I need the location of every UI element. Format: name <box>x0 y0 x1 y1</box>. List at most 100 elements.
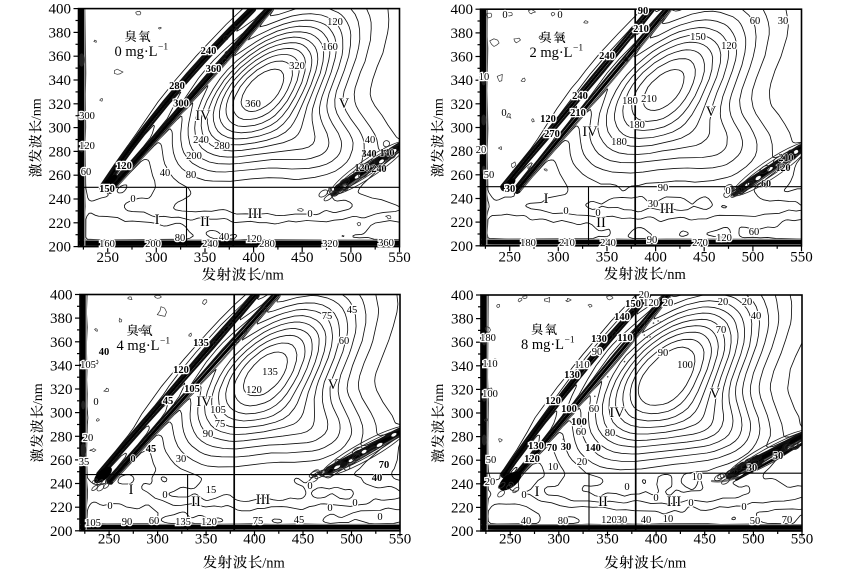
svg-text:V: V <box>706 104 717 120</box>
svg-text:240: 240 <box>193 135 209 146</box>
svg-text:120: 120 <box>246 234 262 245</box>
svg-text:180: 180 <box>622 96 638 107</box>
svg-text:240: 240 <box>451 192 474 208</box>
svg-text:75: 75 <box>215 419 226 430</box>
svg-text:400: 400 <box>243 531 266 547</box>
svg-text:160: 160 <box>99 239 115 250</box>
svg-text:210: 210 <box>641 94 657 105</box>
svg-text:/nm: /nm <box>432 98 447 120</box>
svg-text:−1: −1 <box>565 336 575 346</box>
svg-text:2 mg·L: 2 mg·L <box>529 45 572 61</box>
svg-text:250: 250 <box>499 532 522 548</box>
svg-text:20: 20 <box>742 297 753 308</box>
svg-text:240: 240 <box>201 46 217 57</box>
svg-text:60: 60 <box>576 427 587 438</box>
svg-text:360: 360 <box>451 50 474 66</box>
svg-text:340: 340 <box>49 73 72 89</box>
svg-text:−1: −1 <box>158 43 168 53</box>
svg-text:100: 100 <box>561 404 577 415</box>
svg-text:300: 300 <box>451 406 474 422</box>
svg-text:340: 340 <box>362 149 377 160</box>
svg-text:0: 0 <box>725 186 730 197</box>
svg-text:450: 450 <box>693 532 716 548</box>
svg-text:I: I <box>544 191 549 207</box>
svg-text:20: 20 <box>476 145 487 156</box>
svg-text:30: 30 <box>778 16 789 27</box>
svg-text:200: 200 <box>49 240 72 256</box>
svg-text:500: 500 <box>742 532 765 548</box>
svg-text:50: 50 <box>486 455 497 466</box>
svg-text:120: 120 <box>643 298 659 309</box>
svg-text:30: 30 <box>648 199 659 210</box>
svg-text:300: 300 <box>50 406 73 422</box>
svg-text:20: 20 <box>663 298 674 309</box>
svg-text:220: 220 <box>49 216 72 232</box>
svg-text:200: 200 <box>186 151 202 162</box>
svg-text:220: 220 <box>50 500 73 516</box>
svg-text:III: III <box>667 494 682 510</box>
svg-text:135: 135 <box>193 338 209 349</box>
svg-text:90: 90 <box>638 6 649 17</box>
svg-text:60: 60 <box>149 516 160 527</box>
svg-text:III: III <box>248 206 263 222</box>
svg-text:120: 120 <box>173 365 189 376</box>
svg-text:300: 300 <box>79 111 95 122</box>
svg-text:120: 120 <box>355 163 370 174</box>
svg-text:10: 10 <box>479 72 490 83</box>
svg-text:400: 400 <box>49 2 72 18</box>
svg-text:80: 80 <box>186 170 197 181</box>
svg-text:IV: IV <box>609 405 625 421</box>
svg-text:50: 50 <box>750 516 761 527</box>
svg-text:180: 180 <box>520 238 536 249</box>
svg-text:280: 280 <box>169 81 185 92</box>
svg-text:135: 135 <box>262 367 278 378</box>
svg-text:360: 360 <box>245 99 261 110</box>
svg-text:400: 400 <box>451 2 474 18</box>
svg-text:260: 260 <box>451 168 474 184</box>
svg-text:400: 400 <box>451 288 474 304</box>
svg-text:550: 550 <box>791 532 814 548</box>
svg-text:90: 90 <box>647 235 658 246</box>
svg-text:20: 20 <box>639 290 650 301</box>
svg-text:30: 30 <box>505 184 516 195</box>
svg-text:150: 150 <box>625 299 641 310</box>
svg-text:160: 160 <box>322 42 338 53</box>
svg-text:60: 60 <box>339 336 350 347</box>
svg-text:0: 0 <box>307 481 312 492</box>
svg-text:/nm: /nm <box>663 267 686 283</box>
svg-text:300: 300 <box>146 531 169 547</box>
svg-text:45: 45 <box>163 396 174 407</box>
svg-text:30: 30 <box>561 442 572 453</box>
svg-text:70: 70 <box>547 443 558 454</box>
svg-text:550: 550 <box>389 531 412 547</box>
svg-text:210: 210 <box>570 108 586 119</box>
svg-text:240: 240 <box>600 238 616 249</box>
svg-text:240: 240 <box>599 51 615 62</box>
svg-text:90: 90 <box>122 517 133 528</box>
svg-text:I: I <box>535 484 540 500</box>
svg-text:380: 380 <box>50 311 73 327</box>
svg-text:200: 200 <box>451 239 474 255</box>
svg-text:360: 360 <box>50 335 73 351</box>
svg-text:45: 45 <box>294 515 305 526</box>
svg-text:10: 10 <box>548 462 559 473</box>
svg-text:120: 120 <box>540 114 556 125</box>
svg-text:8 mg·L: 8 mg·L <box>521 337 564 353</box>
svg-text:320: 320 <box>451 97 474 113</box>
svg-text:45: 45 <box>347 305 358 316</box>
svg-text:300: 300 <box>548 532 571 548</box>
svg-text:IV: IV <box>582 124 598 140</box>
svg-text:180: 180 <box>611 137 627 148</box>
svg-text:550: 550 <box>388 250 411 266</box>
svg-text:0: 0 <box>688 498 693 509</box>
svg-text:200: 200 <box>451 524 474 540</box>
svg-text:300: 300 <box>145 250 168 266</box>
svg-text:I: I <box>129 482 134 498</box>
svg-text:105: 105 <box>210 405 226 416</box>
svg-text:70: 70 <box>782 515 793 526</box>
svg-text:III: III <box>256 492 271 508</box>
svg-text:105: 105 <box>80 360 96 371</box>
svg-text:260: 260 <box>50 453 73 469</box>
svg-text:120: 120 <box>721 41 737 52</box>
svg-text:400: 400 <box>50 288 73 304</box>
